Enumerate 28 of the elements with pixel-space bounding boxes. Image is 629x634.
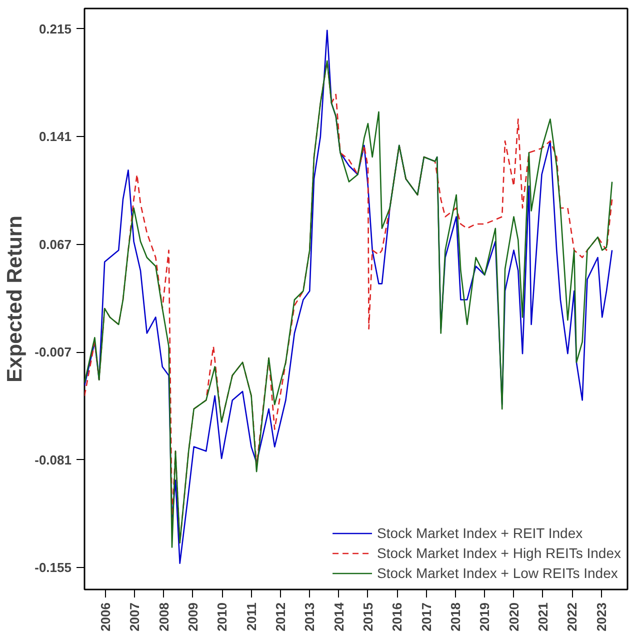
x-tick-label: 2022	[564, 602, 580, 632]
x-tick-label: 2019	[477, 602, 492, 632]
x-tick-label: 2020	[506, 602, 522, 632]
y-tick-label: -0.081	[34, 452, 72, 468]
y-tick-label: 0.215	[38, 21, 72, 36]
x-tick-label: 2009	[185, 602, 200, 632]
x-tick-label: 2014	[331, 602, 346, 632]
x-tick-label: 2016	[390, 602, 405, 632]
x-tick-label: 2015	[360, 602, 376, 632]
y-axis-title: Expected Return	[4, 216, 27, 382]
x-tick-label: 2021	[535, 602, 550, 632]
y-tick-label: 0.067	[38, 236, 72, 252]
legend-label: Stock Market Index + Low REITs Index	[377, 565, 618, 581]
y-tick-label: 0.141	[38, 129, 72, 144]
x-tick-label: 2017	[418, 602, 434, 632]
x-tick-label: 2008	[156, 602, 172, 632]
x-tick-label: 2018	[448, 602, 463, 632]
x-tick-label: 2011	[244, 602, 259, 631]
legend-label: Stock Market Index + High REITs Index	[377, 545, 621, 561]
legend-label: Stock Market Index + REIT Index	[377, 525, 583, 541]
x-tick-label: 2006	[98, 602, 113, 632]
x-tick-label: 2023	[594, 602, 609, 632]
x-tick-label: 2013	[302, 602, 318, 632]
x-tick-label: 2010	[214, 602, 230, 632]
x-tick-label: 2007	[127, 602, 142, 632]
x-tick-label: 2012	[272, 602, 288, 632]
y-tick-label: -0.155	[34, 560, 72, 576]
y-tick-label: -0.007	[34, 344, 72, 360]
